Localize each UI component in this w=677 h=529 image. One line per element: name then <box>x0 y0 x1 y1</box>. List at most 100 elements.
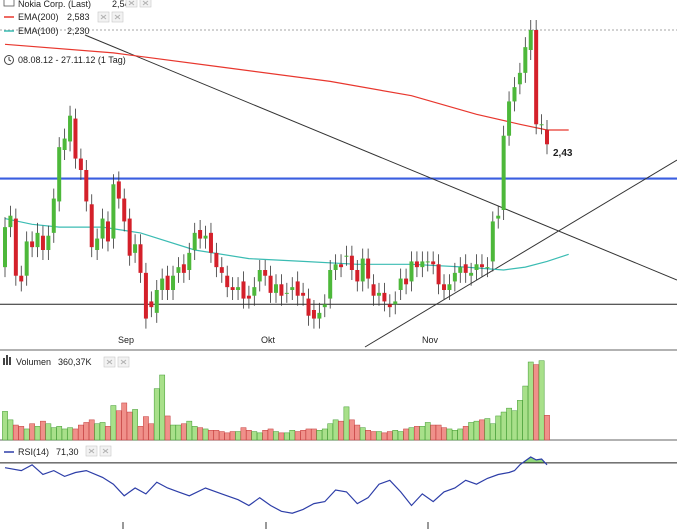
candle <box>78 148 83 180</box>
volume-bar <box>83 422 90 441</box>
candle-body <box>263 270 268 276</box>
candle-body <box>133 244 138 253</box>
legend-gear-icon[interactable] <box>125 0 138 8</box>
candle-body <box>479 264 484 268</box>
candle <box>382 282 387 312</box>
candle-body <box>371 284 376 296</box>
candle <box>355 260 360 292</box>
volume-bar <box>262 430 269 441</box>
candle-body <box>160 278 165 290</box>
volume-bar <box>56 426 63 441</box>
candle <box>198 220 203 249</box>
ema200-gear-icon[interactable] <box>97 11 110 23</box>
volume-bar <box>240 427 247 441</box>
candle <box>246 285 251 309</box>
volume-bar <box>105 426 111 441</box>
volume-bar <box>29 423 35 441</box>
candle <box>192 222 197 260</box>
volume-bar <box>67 427 73 441</box>
candle <box>263 260 268 286</box>
volume-bar <box>7 419 14 441</box>
candle-body <box>225 275 230 288</box>
candle-body <box>100 218 105 239</box>
rsi-close-icon[interactable] <box>99 445 112 457</box>
rsi-line <box>4 456 548 514</box>
volume-bar <box>511 410 518 441</box>
volume-bar <box>376 431 382 441</box>
candle <box>517 62 522 95</box>
candle <box>306 288 311 326</box>
ema200-close-icon[interactable] <box>111 11 124 23</box>
volume-bar <box>370 431 377 441</box>
candle-body <box>268 275 273 293</box>
volume-bar <box>343 406 350 441</box>
candle <box>425 251 430 272</box>
candle <box>507 91 512 146</box>
volume-bar <box>88 419 95 441</box>
candle-body <box>523 47 528 73</box>
candle <box>328 260 333 309</box>
candle <box>133 234 138 263</box>
candle-body <box>333 264 338 270</box>
candle-body <box>355 270 360 282</box>
candle-body <box>95 238 100 250</box>
candle <box>8 205 13 238</box>
candle <box>268 265 273 303</box>
candle <box>149 291 154 318</box>
legend-close-icon[interactable] <box>139 0 152 8</box>
candle <box>225 265 230 298</box>
candle <box>431 251 436 275</box>
candle-body <box>431 261 436 265</box>
candle <box>274 274 278 303</box>
volume-bar <box>256 432 263 441</box>
candle-body <box>290 287 295 290</box>
candle <box>57 137 62 212</box>
candle-body <box>252 287 257 296</box>
ema100-value: 2,230 <box>67 26 90 36</box>
volume-bar <box>126 411 133 441</box>
volume-bar <box>78 424 84 441</box>
candle-body <box>458 267 463 273</box>
uptrend-line <box>364 159 677 348</box>
volume-bar <box>235 431 241 441</box>
volume-bar <box>414 426 420 441</box>
candle <box>230 277 235 300</box>
candle <box>311 300 316 329</box>
candle <box>512 77 517 112</box>
candle-body <box>241 281 246 299</box>
volume-close-icon[interactable] <box>117 356 130 368</box>
candle-body <box>295 281 300 296</box>
candle <box>447 274 452 300</box>
candle <box>181 254 186 283</box>
volume-bar <box>153 388 160 441</box>
rsi-gear-icon[interactable] <box>85 445 98 457</box>
candle <box>116 171 121 209</box>
ema200-line <box>4 43 569 131</box>
candle-body <box>171 275 176 290</box>
volume-bar <box>110 405 117 441</box>
volume-bar <box>430 424 437 441</box>
candle <box>89 194 94 258</box>
volume-bar <box>338 420 344 441</box>
volume-label: Volumen <box>16 357 51 367</box>
candle <box>171 265 176 300</box>
volume-bar <box>34 426 41 441</box>
candle-body <box>534 30 539 125</box>
candle-body <box>198 230 203 239</box>
volume-gear-icon[interactable] <box>103 356 116 368</box>
price-level-label: 2,43 <box>553 148 573 159</box>
candle-body <box>274 284 278 293</box>
volume-bars-icon <box>3 355 11 365</box>
candle-body <box>344 255 349 257</box>
candle <box>393 291 398 315</box>
volume-bar <box>40 420 46 441</box>
candle <box>371 274 376 306</box>
volume-bar <box>72 428 79 441</box>
volume-bar <box>294 431 301 441</box>
volume-bar <box>495 415 502 441</box>
candle-body <box>393 301 398 305</box>
volume-bar <box>544 415 550 441</box>
candle-body <box>317 312 322 319</box>
volume-bar <box>148 423 155 441</box>
volume-bar <box>224 432 231 441</box>
